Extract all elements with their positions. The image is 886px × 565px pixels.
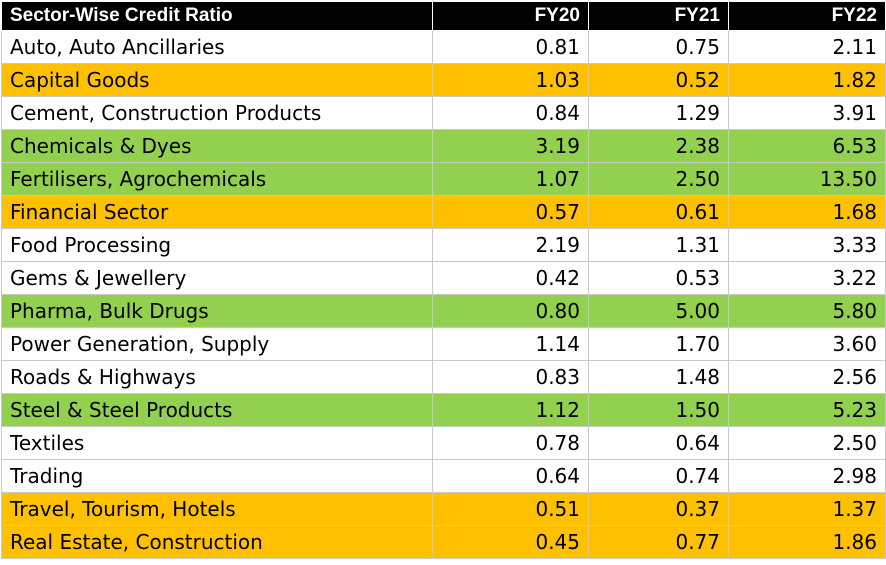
value-cell-fy20: 0.57 [432, 195, 589, 229]
value-cell-fy22: 1.86 [728, 525, 886, 559]
value-cell-fy21: 0.37 [588, 492, 729, 526]
value-cell-fy21: 2.50 [588, 162, 729, 196]
table-row: Gems & Jewellery 0.42 0.53 3.22 [1, 261, 886, 295]
value-cell-fy22: 2.98 [728, 459, 886, 493]
value-cell-fy21: 0.53 [588, 261, 729, 295]
value-cell-fy20: 0.42 [432, 261, 589, 295]
value-cell-fy22: 2.11 [728, 30, 886, 64]
value-cell-fy22: 13.50 [728, 162, 886, 196]
value-cell-fy21: 0.74 [588, 459, 729, 493]
table-row: Financial Sector 0.57 0.61 1.68 [1, 195, 886, 229]
table-row: Real Estate, Construction 0.45 0.77 1.86 [1, 525, 886, 559]
value-cell-fy21: 5.00 [588, 294, 729, 328]
value-cell-fy22: 2.50 [728, 426, 886, 460]
value-cell-fy21: 1.70 [588, 327, 729, 361]
sector-name-cell: Auto, Auto Ancillaries [1, 30, 433, 64]
sector-name-cell: Steel & Steel Products [1, 393, 433, 427]
value-cell-fy20: 0.84 [432, 96, 589, 130]
value-cell-fy22: 1.37 [728, 492, 886, 526]
table-header: Sector-Wise Credit Ratio FY20 FY21 FY22 [1, 1, 886, 31]
value-cell-fy21: 1.50 [588, 393, 729, 427]
column-header-fy22: FY22 [728, 1, 886, 31]
sector-name-cell: Chemicals & Dyes [1, 129, 433, 163]
table-row: Textiles 0.78 0.64 2.50 [1, 426, 886, 460]
value-cell-fy22: 5.23 [728, 393, 886, 427]
value-cell-fy20: 1.14 [432, 327, 589, 361]
sector-name-cell: Real Estate, Construction [1, 525, 433, 559]
sector-name-cell: Power Generation, Supply [1, 327, 433, 361]
sector-name-cell: Trading [1, 459, 433, 493]
value-cell-fy20: 0.45 [432, 525, 589, 559]
value-cell-fy20: 2.19 [432, 228, 589, 262]
value-cell-fy22: 2.56 [728, 360, 886, 394]
table-row: Steel & Steel Products 1.12 1.50 5.23 [1, 393, 886, 427]
value-cell-fy20: 0.80 [432, 294, 589, 328]
value-cell-fy22: 5.80 [728, 294, 886, 328]
value-cell-fy21: 0.77 [588, 525, 729, 559]
value-cell-fy21: 1.31 [588, 228, 729, 262]
value-cell-fy21: 0.75 [588, 30, 729, 64]
value-cell-fy20: 3.19 [432, 129, 589, 163]
table-row: Pharma, Bulk Drugs 0.80 5.00 5.80 [1, 294, 886, 328]
value-cell-fy20: 0.78 [432, 426, 589, 460]
value-cell-fy20: 1.07 [432, 162, 589, 196]
table-row: Cement, Construction Products 0.84 1.29 3.9… [1, 96, 886, 130]
value-cell-fy20: 0.64 [432, 459, 589, 493]
value-cell-fy21: 0.52 [588, 63, 729, 97]
value-cell-fy22: 1.82 [728, 63, 886, 97]
sector-name-cell: Fertilisers, Agrochemicals [1, 162, 433, 196]
sector-name-cell: Pharma, Bulk Drugs [1, 294, 433, 328]
table-row: Trading 0.64 0.74 2.98 [1, 459, 886, 493]
value-cell-fy20: 0.51 [432, 492, 589, 526]
value-cell-fy20: 0.81 [432, 30, 589, 64]
column-header-fy20: FY20 [432, 1, 589, 31]
table-title: Sector-Wise Credit Ratio [1, 1, 433, 31]
table-row: Chemicals & Dyes 3.19 2.38 6.53 [1, 129, 886, 163]
table-row: Food Processing 2.19 1.31 3.33 [1, 228, 886, 262]
column-header-fy21: FY21 [588, 1, 729, 31]
value-cell-fy21: 0.61 [588, 195, 729, 229]
sector-name-cell: Travel, Tourism, Hotels [1, 492, 433, 526]
sector-name-cell: Roads & Highways [1, 360, 433, 394]
value-cell-fy22: 1.68 [728, 195, 886, 229]
value-cell-fy21: 1.29 [588, 96, 729, 130]
value-cell-fy22: 3.91 [728, 96, 886, 130]
value-cell-fy20: 1.03 [432, 63, 589, 97]
sector-name-cell: Financial Sector [1, 195, 433, 229]
table-row: Power Generation, Supply 1.14 1.70 3.60 [1, 327, 886, 361]
sector-name-cell: Gems & Jewellery [1, 261, 433, 295]
value-cell-fy20: 0.83 [432, 360, 589, 394]
table-row: Roads & Highways 0.83 1.48 2.56 [1, 360, 886, 394]
table-row: Travel, Tourism, Hotels 0.51 0.37 1.37 [1, 492, 886, 526]
value-cell-fy20: 1.12 [432, 393, 589, 427]
value-cell-fy21: 0.64 [588, 426, 729, 460]
sector-name-cell: Food Processing [1, 228, 433, 262]
sector-name-cell: Textiles [1, 426, 433, 460]
value-cell-fy21: 1.48 [588, 360, 729, 394]
sector-name-cell: Cement, Construction Products [1, 96, 433, 130]
header-row: Sector-Wise Credit Ratio FY20 FY21 FY22 [1, 1, 886, 31]
value-cell-fy22: 3.33 [728, 228, 886, 262]
value-cell-fy21: 2.38 [588, 129, 729, 163]
table-row: Auto, Auto Ancillaries 0.81 0.75 2.11 [1, 30, 886, 64]
table-row: Fertilisers, Agrochemicals 1.07 2.50 13.50 [1, 162, 886, 196]
table-body: Auto, Auto Ancillaries 0.81 0.75 2.11 Capita… [1, 30, 886, 559]
value-cell-fy22: 3.22 [728, 261, 886, 295]
table-row: Capital Goods 1.03 0.52 1.82 [1, 63, 886, 97]
sector-name-cell: Capital Goods [1, 63, 433, 97]
value-cell-fy22: 6.53 [728, 129, 886, 163]
value-cell-fy22: 3.60 [728, 327, 886, 361]
